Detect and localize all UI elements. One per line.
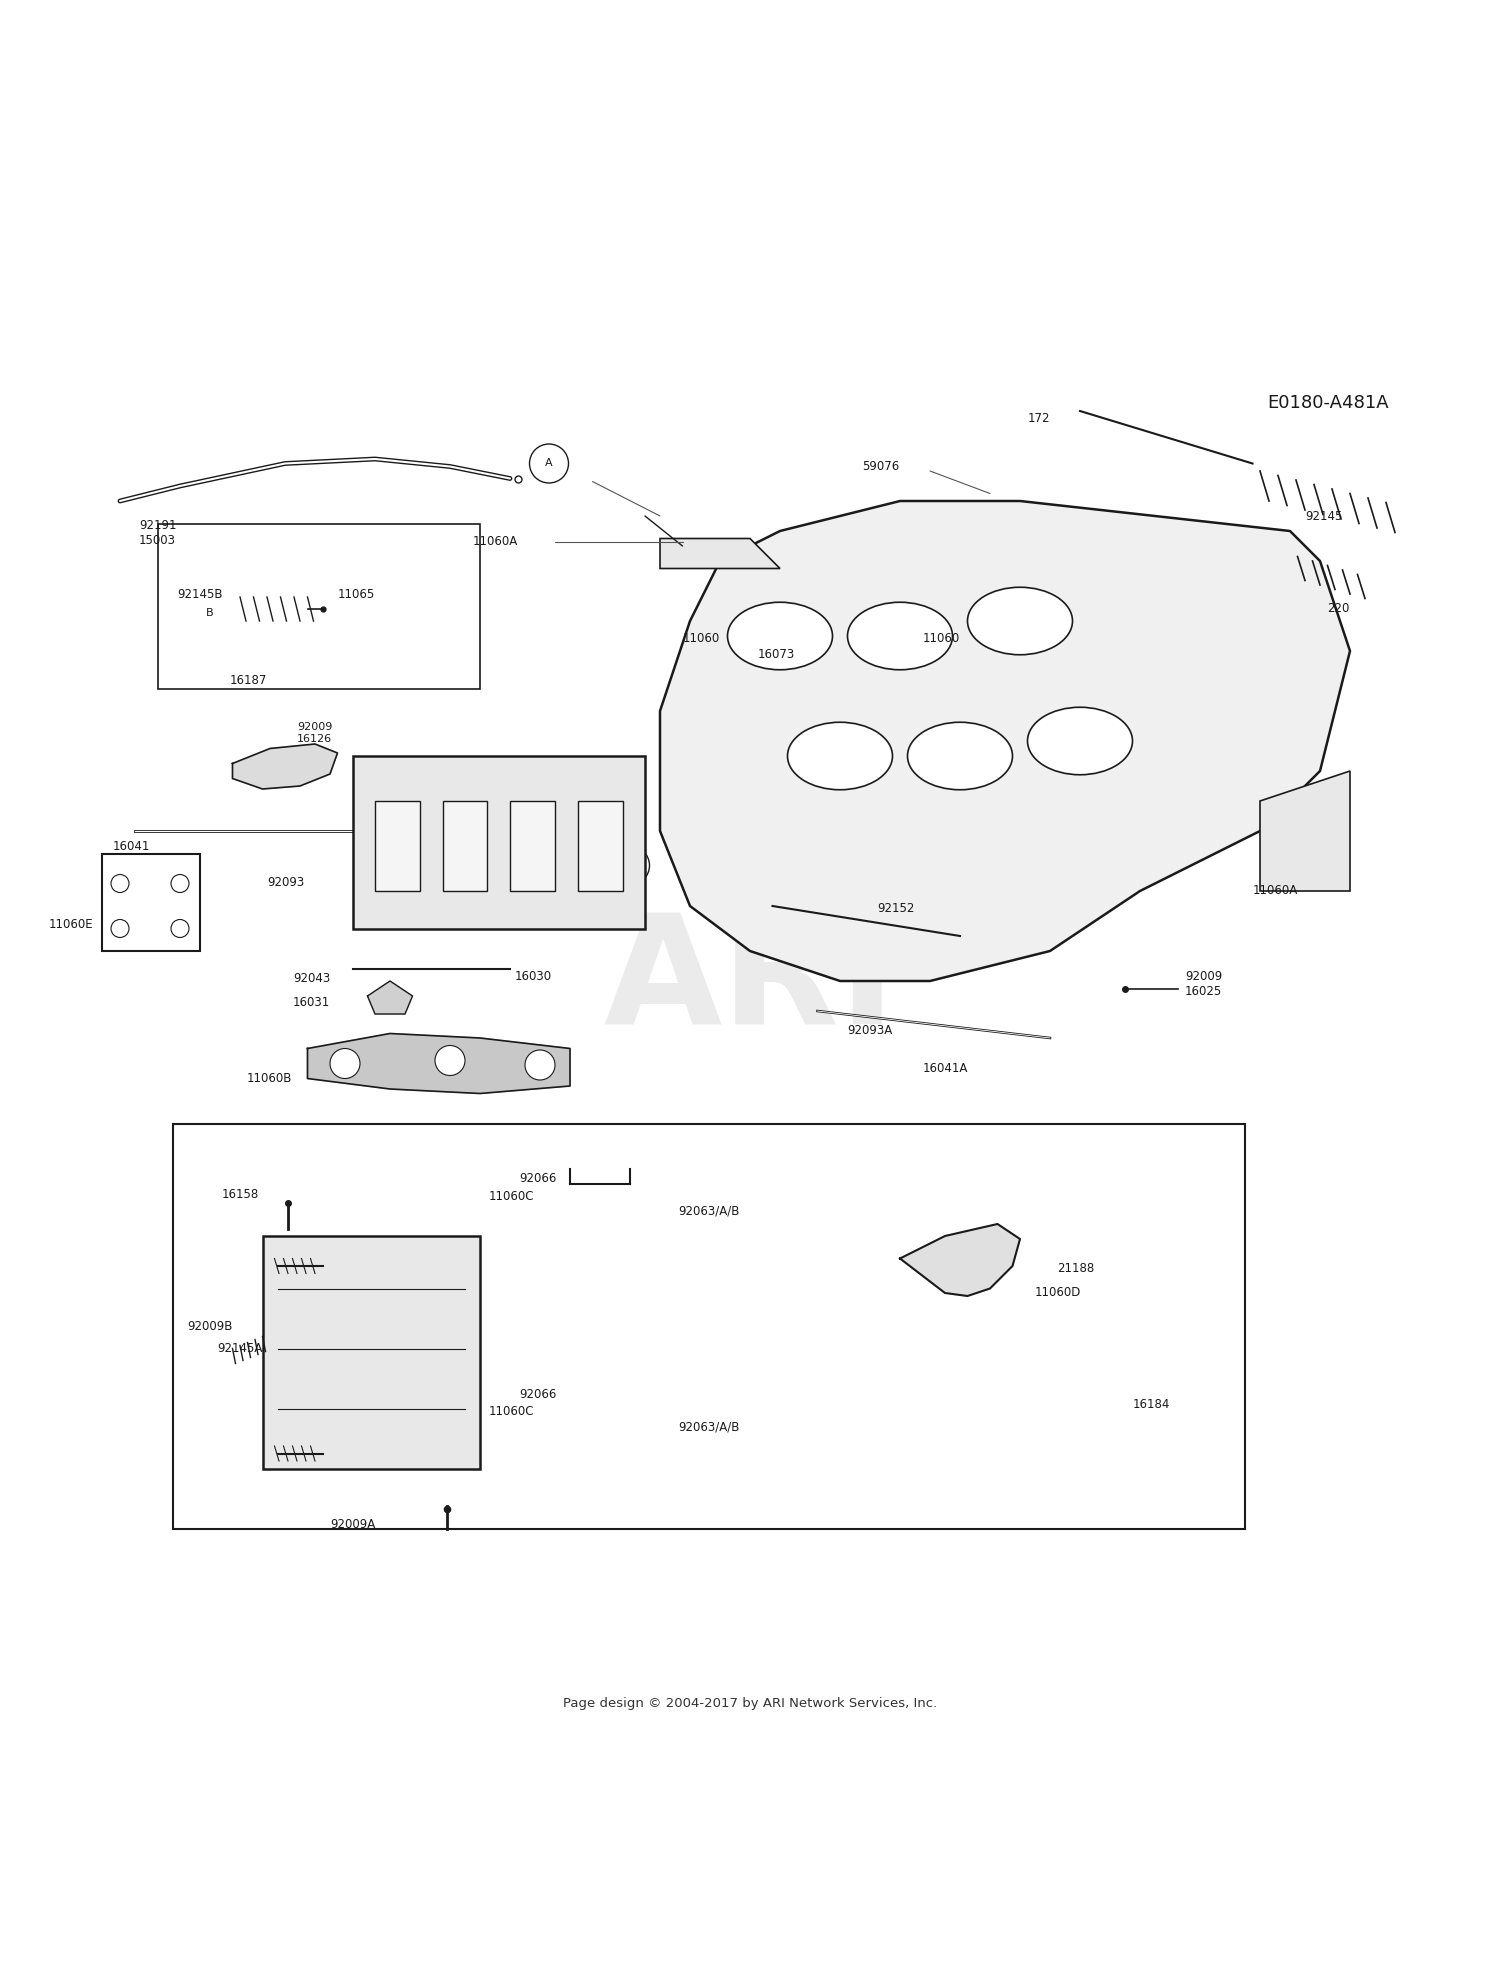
Text: B: B (626, 861, 634, 871)
Text: 11060: 11060 (682, 632, 720, 645)
Text: 92145B: 92145B (177, 587, 222, 600)
Bar (158, 524, 480, 689)
Text: A: A (398, 861, 406, 871)
Text: 92152: 92152 (878, 903, 915, 916)
Bar (442, 800, 488, 891)
Text: 11060C: 11060C (489, 1191, 534, 1203)
Ellipse shape (1028, 706, 1132, 775)
Polygon shape (1260, 771, 1350, 891)
Text: 92145: 92145 (1305, 510, 1342, 522)
Text: 11060C: 11060C (489, 1405, 534, 1419)
Polygon shape (308, 1034, 570, 1093)
Ellipse shape (728, 602, 833, 669)
Text: 92145A: 92145A (217, 1342, 262, 1356)
Text: 11060D: 11060D (1035, 1287, 1082, 1299)
Text: 16041: 16041 (112, 840, 150, 853)
Polygon shape (900, 1224, 1020, 1297)
Bar (102, 853, 200, 952)
Text: E0180-A481A: E0180-A481A (1268, 394, 1389, 412)
Ellipse shape (908, 722, 1013, 791)
Text: B: B (206, 608, 214, 618)
Text: 16041A: 16041A (922, 1061, 968, 1075)
Text: 92066: 92066 (519, 1389, 556, 1401)
Text: 59076: 59076 (862, 459, 900, 473)
Polygon shape (660, 538, 780, 569)
Text: 92063/A/B: 92063/A/B (678, 1420, 740, 1432)
Text: 92093: 92093 (267, 875, 305, 889)
Bar (352, 755, 645, 928)
Ellipse shape (788, 722, 892, 791)
Text: 11065: 11065 (338, 587, 375, 600)
Ellipse shape (968, 587, 1072, 655)
Bar (578, 800, 622, 891)
Text: 92043: 92043 (292, 971, 330, 985)
Text: ARI: ARI (603, 906, 897, 1056)
Text: 92009
16025: 92009 16025 (1185, 969, 1222, 999)
Text: 16073: 16073 (758, 647, 795, 661)
Text: 92009A: 92009A (330, 1517, 375, 1530)
Text: 16031: 16031 (292, 995, 330, 1008)
Text: 92093A: 92093A (847, 1024, 892, 1038)
Text: 11060A: 11060A (472, 536, 518, 547)
Text: 11060: 11060 (922, 632, 960, 645)
Bar (375, 800, 420, 891)
Text: 92063/A/B: 92063/A/B (678, 1205, 740, 1216)
Circle shape (525, 1050, 555, 1079)
Text: 92191
15003: 92191 15003 (138, 520, 177, 547)
Bar (172, 1124, 1245, 1528)
Text: 11060E: 11060E (48, 918, 93, 930)
Circle shape (435, 1046, 465, 1075)
Text: 220: 220 (1328, 602, 1350, 616)
Text: 11060A: 11060A (1252, 885, 1298, 897)
Text: Page design © 2004-2017 by ARI Network Services, Inc.: Page design © 2004-2017 by ARI Network S… (562, 1697, 938, 1711)
Polygon shape (232, 744, 338, 789)
Text: 11060B: 11060B (248, 1071, 292, 1085)
Ellipse shape (847, 602, 952, 669)
Text: A: A (544, 459, 554, 469)
Polygon shape (368, 981, 413, 1014)
Text: 16158: 16158 (222, 1187, 260, 1201)
Text: 92066: 92066 (519, 1173, 556, 1185)
Text: 16184: 16184 (1132, 1397, 1170, 1411)
Bar (262, 1236, 480, 1468)
Bar (510, 800, 555, 891)
Circle shape (330, 1048, 360, 1079)
Polygon shape (660, 500, 1350, 981)
Text: 92009B: 92009B (188, 1320, 232, 1332)
Text: 21188: 21188 (1058, 1262, 1095, 1275)
Text: 16030: 16030 (514, 969, 552, 983)
Text: 92009
16126: 92009 16126 (297, 722, 333, 744)
Text: 172: 172 (1028, 412, 1050, 426)
Text: 16187: 16187 (230, 675, 267, 687)
